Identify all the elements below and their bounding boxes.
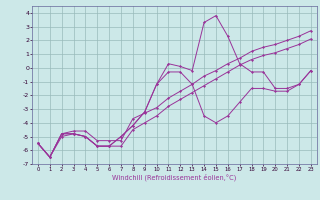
X-axis label: Windchill (Refroidissement éolien,°C): Windchill (Refroidissement éolien,°C) bbox=[112, 173, 236, 181]
